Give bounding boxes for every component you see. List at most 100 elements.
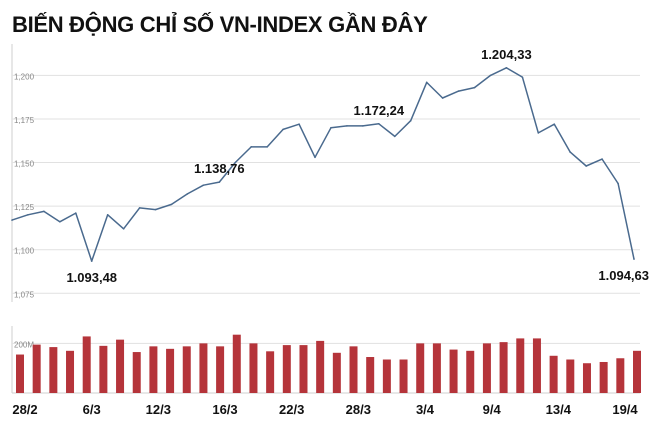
data-point xyxy=(138,207,141,209)
volume-bar xyxy=(299,345,308,393)
volume-bar xyxy=(182,346,191,393)
y-tick-label: 1,125 xyxy=(14,203,35,212)
volume-bar-panel: 200M xyxy=(11,326,641,394)
volume-bar xyxy=(532,338,541,393)
volume-bar xyxy=(399,359,408,393)
data-point xyxy=(106,214,109,216)
volume-bar xyxy=(116,339,125,393)
volume-bar xyxy=(349,346,358,393)
x-tick-label: 19/4 xyxy=(612,402,638,417)
y-tick-label: 1,100 xyxy=(14,247,35,256)
data-label: 1.093,48 xyxy=(66,270,117,285)
volume-bar xyxy=(466,350,475,393)
volume-bar xyxy=(132,352,141,393)
volume-bar xyxy=(149,346,158,393)
volume-bar xyxy=(166,348,175,393)
volume-bar xyxy=(216,346,225,393)
volume-bar xyxy=(66,350,75,393)
data-point xyxy=(362,125,364,127)
data-point xyxy=(250,146,253,148)
volume-bar xyxy=(449,349,458,393)
data-point xyxy=(11,219,13,221)
volume-bar xyxy=(366,357,375,393)
data-point xyxy=(393,135,396,138)
x-tick-label: 3/4 xyxy=(416,402,435,417)
x-tick-label: 22/3 xyxy=(279,402,304,417)
data-point xyxy=(505,67,508,69)
volume-bar xyxy=(282,345,291,393)
volume-bar xyxy=(82,336,91,393)
volume-tick-label: 200M xyxy=(14,340,34,349)
data-label: 1.094,63 xyxy=(598,268,649,283)
data-point xyxy=(266,146,268,148)
data-point xyxy=(154,208,157,211)
data-point xyxy=(553,123,556,125)
volume-bar xyxy=(416,343,425,393)
x-tick-label: 28/2 xyxy=(12,402,37,417)
volume-bar xyxy=(549,355,558,393)
volume-bar xyxy=(332,352,341,393)
data-point xyxy=(59,221,61,223)
data-point xyxy=(218,181,221,183)
x-tick-label: 28/3 xyxy=(346,402,371,417)
data-point xyxy=(633,258,635,260)
data-point xyxy=(186,193,189,195)
volume-bar xyxy=(616,358,625,393)
volume-bar xyxy=(382,359,391,393)
volume-bar xyxy=(516,338,525,393)
data-point xyxy=(409,119,412,122)
volume-bar xyxy=(566,359,575,393)
data-label: 1.172,24 xyxy=(354,103,405,118)
data-point xyxy=(521,76,524,78)
volume-bar xyxy=(16,354,24,393)
data-point xyxy=(122,227,125,230)
data-point xyxy=(90,260,93,262)
data-point xyxy=(473,86,476,89)
x-tick-label: 9/4 xyxy=(483,402,502,417)
y-tick-label: 1,200 xyxy=(14,72,35,81)
x-tick-label: 12/3 xyxy=(146,402,171,417)
data-point xyxy=(298,123,300,125)
x-tick-label: 16/3 xyxy=(212,402,237,417)
volume-bar xyxy=(316,340,325,393)
x-tick-label: 6/3 xyxy=(83,402,101,417)
volume-bar xyxy=(499,342,508,393)
x-tick-label: 13/4 xyxy=(546,402,572,417)
data-point xyxy=(585,165,587,167)
volume-bar xyxy=(49,347,58,393)
data-point xyxy=(282,128,284,131)
data-point xyxy=(457,90,460,92)
y-tick-label: 1,175 xyxy=(14,116,35,125)
data-point xyxy=(601,158,603,160)
data-label: 1.138,76 xyxy=(194,161,245,176)
data-point xyxy=(43,210,45,213)
data-point xyxy=(441,97,444,99)
volume-bar xyxy=(582,363,591,393)
volume-bar xyxy=(599,361,608,393)
vn-index-line xyxy=(11,67,635,262)
volume-bar xyxy=(199,343,208,393)
data-point xyxy=(569,151,572,153)
data-point xyxy=(617,182,619,185)
volume-bar xyxy=(266,351,275,393)
y-tick-label: 1,150 xyxy=(14,160,35,169)
volume-bar xyxy=(633,350,641,393)
volume-bar xyxy=(232,334,241,393)
data-point xyxy=(346,125,348,127)
data-point xyxy=(378,122,380,125)
data-label: 1.204,33 xyxy=(481,47,532,62)
volume-bar xyxy=(99,345,108,393)
data-point xyxy=(202,184,205,187)
volume-bar xyxy=(249,343,258,393)
data-point xyxy=(425,81,428,84)
data-point xyxy=(314,156,316,159)
chart-title: BIẾN ĐỘNG CHỈ SỐ VN-INDEX GẦN ĐÂY xyxy=(12,12,428,37)
data-point xyxy=(489,74,492,77)
y-tick-label: 1,075 xyxy=(14,290,35,299)
volume-bar xyxy=(482,343,491,393)
data-point xyxy=(537,132,540,134)
x-axis-labels: 28/2 6/3 12/3 16/3 22/3 28/3 3/4 9/4 13/4 19/4 xyxy=(12,402,638,417)
data-point xyxy=(74,212,77,214)
volume-bar xyxy=(32,344,41,393)
